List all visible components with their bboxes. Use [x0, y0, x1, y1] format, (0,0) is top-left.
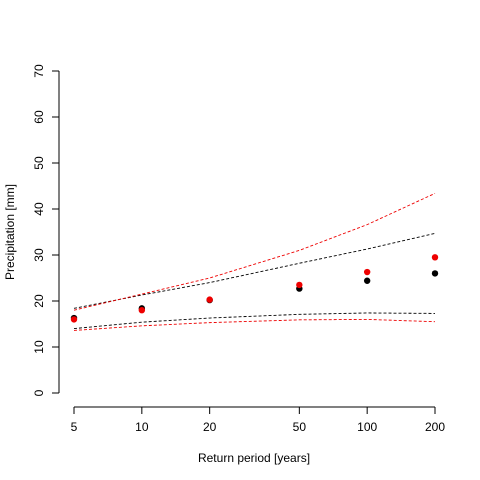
y-tick-label: 40	[32, 202, 46, 216]
confidence-bound-lines	[73, 192, 436, 331]
y-tick-label: 10	[32, 340, 46, 354]
x-tick-label: 20	[203, 420, 217, 434]
red-estimates-point	[138, 307, 146, 314]
red-upper-bound-line	[73, 192, 436, 311]
estimate-points	[70, 254, 439, 323]
red-estimates-point	[206, 296, 213, 303]
red-estimates-point	[296, 281, 303, 289]
black-estimates-point	[363, 277, 371, 284]
x-tick-label: 50	[293, 420, 307, 434]
y-axis-title: Precipitation [mm]	[3, 184, 17, 280]
y-tick-label: 60	[32, 110, 46, 124]
x-tick-label: 200	[425, 420, 445, 434]
x-axis-title: Return period [years]	[198, 451, 310, 465]
red-estimates-point	[363, 268, 371, 276]
red-lower-bound-line	[73, 318, 436, 331]
y-tick-label: 20	[32, 294, 46, 308]
y-tick-label: 70	[32, 64, 46, 78]
x-tick-label: 100	[357, 420, 377, 434]
black-estimates-point	[431, 270, 439, 277]
x-tick-label: 5	[71, 420, 78, 434]
red-estimates-point	[431, 254, 439, 261]
x-axis: 5 10 20 50 100 200	[71, 406, 445, 434]
y-tick-label: 30	[32, 248, 46, 262]
red-estimates-point	[70, 316, 78, 323]
y-tick-label: 50	[32, 156, 46, 170]
x-tick-label: 10	[135, 420, 149, 434]
black-lower-bound-line	[73, 312, 436, 330]
y-axis: 0 10 20 30 40 50 60 70	[32, 64, 60, 396]
y-tick-label: 0	[32, 389, 46, 396]
